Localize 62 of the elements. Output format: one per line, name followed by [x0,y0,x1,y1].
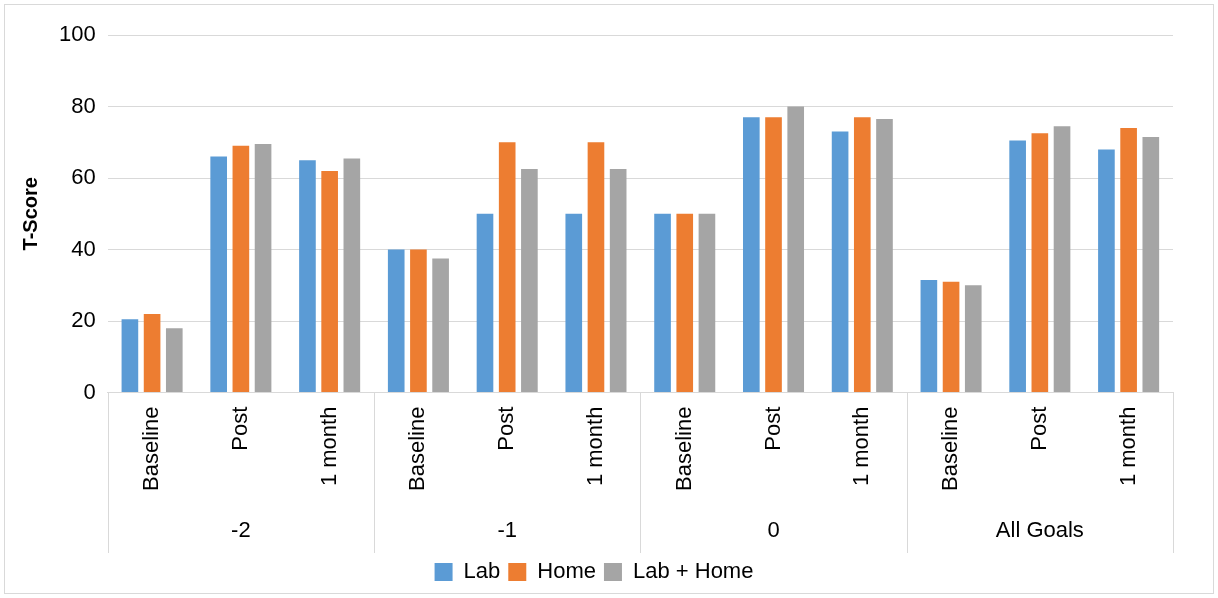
bar [410,249,427,393]
bar [299,160,316,393]
bar [1142,136,1160,393]
bar [232,145,250,393]
bar [1098,149,1115,393]
bar [210,156,227,393]
x-tick-label: 1 month [582,406,608,487]
y-tick-label: 20 [71,307,96,333]
x-tick-label: Post [493,406,519,451]
legend-label: Lab + Home [632,558,754,584]
x-tick-label: Baseline [138,406,164,491]
text: 0 [767,517,780,543]
bar [831,131,849,393]
bar [476,213,494,393]
x-tick-label: Baseline [670,406,696,491]
x-tick-label: Post [1025,406,1051,451]
bar [565,213,583,393]
bar [920,279,938,393]
x-tick-label: 1 month [848,406,874,487]
bar [1053,126,1071,393]
bar [121,319,139,393]
bar [387,249,405,393]
bar [432,258,449,393]
text: All Goals [995,517,1084,543]
bar [765,117,782,393]
x-tick-label: Baseline [404,406,430,491]
bar [1009,140,1026,393]
x-tick-label: Baseline [937,406,963,491]
bar [676,213,694,393]
bar [654,213,671,393]
legend-label: Lab [463,558,501,584]
bar [787,106,805,393]
bar [498,142,516,393]
bar [521,169,538,393]
bar [1031,133,1049,393]
y-tick-label: 60 [71,164,96,190]
x-tick-label: Post [759,406,785,451]
y-tick-label: 40 [71,235,96,261]
bar [743,117,760,393]
bar [1120,127,1137,393]
bar [609,169,627,393]
bar [343,158,361,393]
bar [254,144,272,393]
x-tick-label: 1 month [1114,406,1140,487]
legend-label: Home [537,558,596,584]
y-tick-label: 100 [58,21,96,47]
bar [876,119,893,393]
y-axis-title: T-Score [18,177,41,251]
bar [165,328,183,393]
bar [587,142,605,393]
x-tick-label: 1 month [315,406,341,487]
y-tick-label: 80 [71,92,96,118]
y-tick-label: 0 [83,378,96,404]
bar [942,281,960,393]
bar [143,313,161,393]
bar [853,117,871,393]
text: -2 [231,517,251,543]
bar [321,170,338,393]
x-tick-label: Post [226,406,252,451]
bar [698,213,716,393]
bar [964,285,982,393]
text: -1 [497,517,517,543]
